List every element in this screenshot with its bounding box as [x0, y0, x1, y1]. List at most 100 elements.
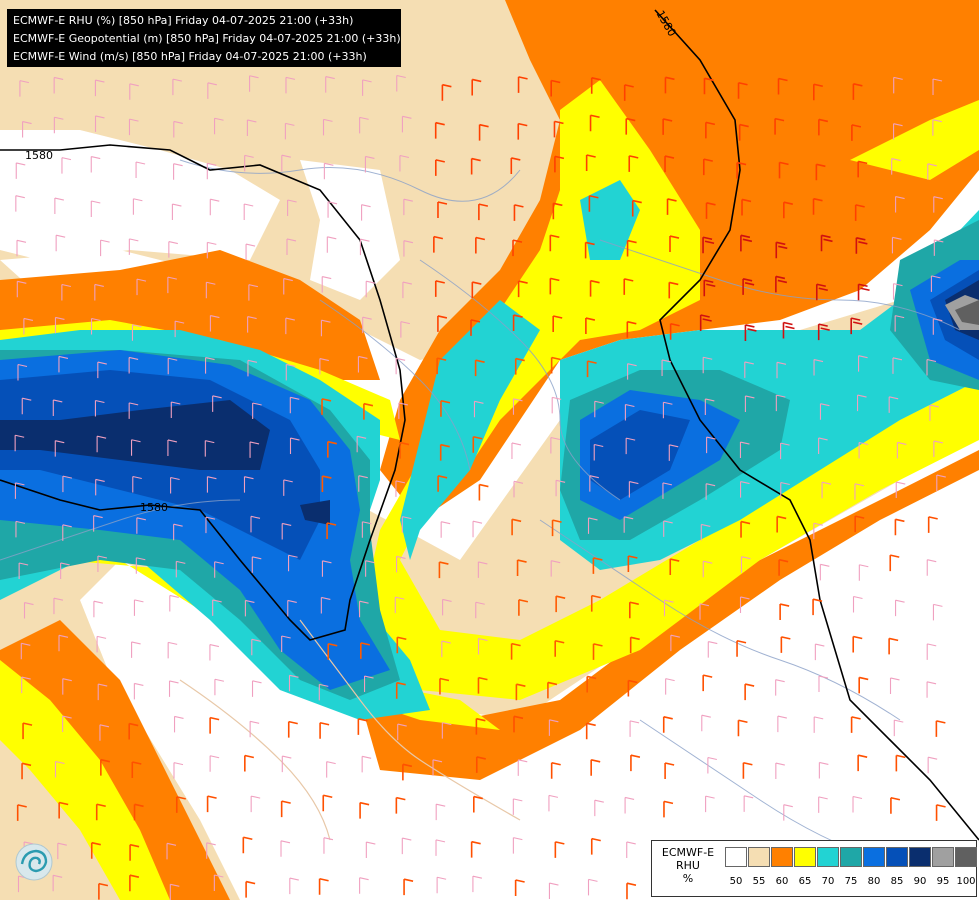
wind-barb	[668, 281, 679, 299]
wind-barb	[20, 642, 31, 660]
wind-barb	[590, 77, 601, 94]
wind-barb	[321, 560, 332, 577]
wind-barb	[173, 715, 184, 733]
wind-barb	[778, 161, 789, 179]
wind-barb	[440, 399, 451, 417]
wind-barb	[250, 795, 261, 813]
wind-barb	[95, 803, 106, 821]
wind-barb	[780, 636, 791, 653]
wind-barb	[775, 394, 786, 412]
wind-barb	[403, 878, 414, 896]
wind-barb	[327, 642, 338, 660]
legend-title-variable: RHU	[676, 859, 700, 872]
wind-barb	[472, 435, 483, 453]
wind-barb	[365, 280, 376, 298]
wind-barb	[128, 722, 139, 740]
wind-barb	[935, 804, 946, 821]
wind-barb	[514, 879, 525, 897]
wind-barb	[744, 683, 755, 701]
wind-barb	[362, 79, 372, 96]
wind-barb	[54, 316, 65, 334]
wind-barb	[852, 83, 863, 100]
wind-barb	[812, 598, 823, 616]
legend-swatch	[840, 847, 862, 867]
wind-barb	[21, 676, 31, 694]
wind-barb	[625, 437, 636, 455]
wind-barb	[470, 840, 481, 858]
wind-barb	[243, 476, 254, 493]
wind-barb	[129, 83, 139, 100]
wind-barb	[251, 680, 262, 697]
wind-barb	[399, 154, 410, 172]
wind-barb	[779, 603, 790, 621]
wind-barb	[285, 317, 295, 335]
wind-barb	[893, 123, 903, 140]
wind-barb	[702, 674, 713, 692]
info-line-wind: ECMWF-E Wind (m/s) [850 hPa] Friday 04-0…	[13, 50, 367, 63]
wind-barb	[437, 201, 448, 219]
wind-barb	[167, 276, 177, 294]
wind-barb	[281, 755, 292, 773]
wind-barb	[212, 599, 222, 616]
wind-barb	[818, 761, 829, 779]
wind-barb	[707, 641, 718, 658]
legend-tick-label: 60	[775, 876, 789, 887]
wind-barb	[513, 204, 524, 221]
ecmwf-logo-icon	[15, 843, 53, 881]
wind-barb	[359, 877, 369, 894]
wind-barb	[128, 238, 139, 255]
wind-barb	[285, 363, 296, 381]
wind-barb	[782, 321, 795, 339]
wind-barb	[361, 521, 372, 538]
wind-barb	[473, 795, 483, 813]
wind-barb	[321, 398, 332, 415]
wind-barb	[662, 482, 673, 499]
wind-barb	[629, 720, 640, 737]
wind-barb	[281, 522, 292, 540]
wind-barb	[90, 200, 101, 218]
wind-barb	[289, 877, 299, 895]
legend-title-model: ECMWF-E	[661, 846, 715, 859]
wind-barb	[173, 762, 184, 779]
wind-barb	[736, 161, 747, 179]
rhu-legend: ECMWF-E RHU % 50 55 60 65 70 75 80 85 90 95 100	[651, 840, 977, 897]
wind-barb	[363, 402, 374, 420]
wind-barb	[166, 842, 177, 860]
wind-barb	[205, 516, 216, 534]
wind-barb	[246, 119, 257, 136]
wind-barb	[136, 517, 146, 534]
wind-barb	[173, 120, 183, 138]
wind-barb	[439, 677, 450, 695]
wind-barb	[435, 803, 446, 821]
wind-barb	[477, 676, 488, 694]
wind-barb	[470, 157, 481, 175]
wind-barb	[206, 795, 217, 813]
legend-swatches	[725, 847, 978, 867]
wind-barb	[439, 443, 450, 461]
wind-barb	[252, 402, 262, 419]
wind-barb	[94, 283, 104, 301]
wind-barb	[90, 841, 101, 859]
coastlines	[179, 619, 521, 841]
wind-barb	[173, 163, 183, 180]
wind-barb	[585, 722, 596, 740]
wind-barb	[587, 517, 598, 534]
wind-barb	[394, 596, 405, 614]
wind-barb	[478, 203, 489, 221]
wind-barb	[320, 319, 331, 337]
wind-barb	[858, 355, 868, 372]
legend-tick-label: 100	[956, 876, 976, 887]
wind-barb	[927, 163, 937, 180]
wind-barb	[167, 641, 178, 659]
wind-barb	[586, 360, 597, 378]
wind-barb	[549, 234, 560, 252]
wind-barb	[815, 163, 826, 181]
wind-barb	[819, 563, 830, 581]
wind-barb	[670, 634, 680, 652]
wind-barb	[707, 756, 717, 774]
wind-barb	[357, 718, 368, 735]
wind-barb	[475, 717, 486, 735]
wind-barb	[281, 154, 291, 172]
wind-barb	[628, 155, 639, 172]
